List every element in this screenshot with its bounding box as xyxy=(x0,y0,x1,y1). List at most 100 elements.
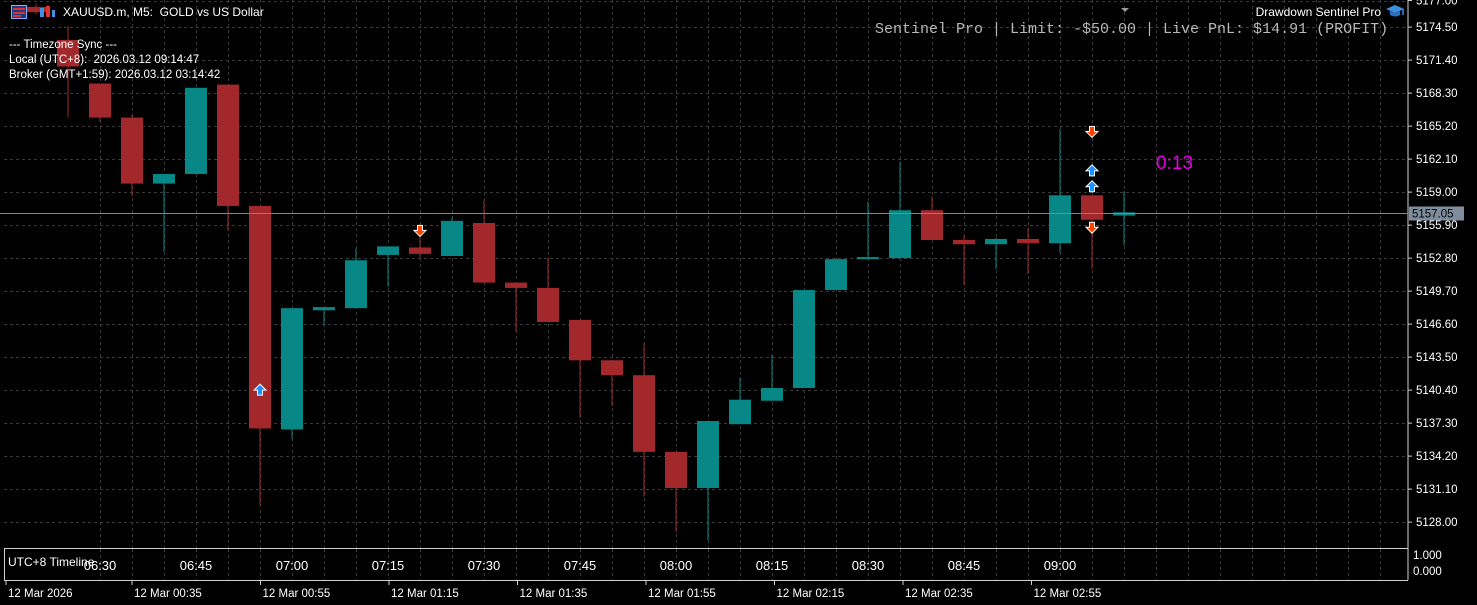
candle-body xyxy=(185,87,207,175)
candle-body xyxy=(441,220,463,256)
candle-body xyxy=(217,84,239,206)
trade-arrows-layer xyxy=(252,125,1100,396)
candle-body xyxy=(505,282,527,288)
candle xyxy=(281,308,303,440)
candle-body xyxy=(313,307,335,311)
candle xyxy=(1017,228,1039,275)
indicator-name: Drawdown Sentinel Pro xyxy=(1255,5,1381,19)
buy-arrow-icon xyxy=(252,383,268,396)
subwindow-time-label: 08:00 xyxy=(660,558,693,573)
buy-arrow-shape xyxy=(252,383,268,396)
price-tick-label: 5149.70 xyxy=(1416,286,1458,298)
candle-body xyxy=(1017,238,1039,244)
buy-arrow-icon xyxy=(1084,164,1100,177)
candle xyxy=(953,235,975,285)
candle-body xyxy=(57,39,79,67)
subwindow-time-label: 07:15 xyxy=(372,558,405,573)
price-tick-label: 5131.10 xyxy=(1416,484,1458,496)
price-axis: 5177.00 5174.50 5171.40 5168.30 5165.20 5162.… xyxy=(1408,0,1458,529)
candle xyxy=(249,205,271,506)
price-tick-label: 5137.30 xyxy=(1416,418,1458,430)
candle-body xyxy=(729,399,751,425)
price-tick-label: 5134.20 xyxy=(1416,451,1458,463)
chart-shift-marker-icon[interactable] xyxy=(1120,0,1130,12)
candle xyxy=(217,84,239,231)
subwindow-time-labels: 06:30 06:45 07:00 07:15 07:30 07:45 08:00 08:15… xyxy=(84,558,1077,573)
buy-arrow-shape xyxy=(1084,164,1100,177)
price-tick-label: 5128.00 xyxy=(1416,517,1458,529)
sell-arrow-icon xyxy=(1084,125,1100,139)
sell-arrow-shape xyxy=(1084,221,1100,234)
candle-body xyxy=(761,387,783,401)
candle-body xyxy=(345,260,367,309)
timezone-sync-local: Local (UTC+8): 2026.03.12 09:14:47 xyxy=(9,54,200,66)
subwindow-scale-bottom: 0.000 xyxy=(1413,566,1442,578)
price-tick-label: 5162.10 xyxy=(1416,154,1458,166)
time-tick-label: 12 Mar 01:35 xyxy=(520,588,588,600)
subwindow-time-label: 08:15 xyxy=(756,558,789,573)
candle xyxy=(505,282,527,332)
time-axis: 12 Mar 2026 12 Mar 00:35 12 Mar 00:55 12 Ma… xyxy=(5,580,1102,600)
price-tick-label: 5174.50 xyxy=(1416,22,1458,34)
subwindow-time-label: 08:45 xyxy=(948,558,981,573)
price-tick-label: 5165.20 xyxy=(1416,121,1458,133)
candle xyxy=(313,307,335,326)
candle-body xyxy=(377,246,399,255)
candle-body xyxy=(985,238,1007,245)
candle xyxy=(1049,129,1071,253)
candle-body xyxy=(697,420,719,489)
candle-body xyxy=(633,375,655,452)
candle xyxy=(889,162,911,259)
candle-body xyxy=(121,117,143,184)
chart-type-icon[interactable] xyxy=(39,5,56,19)
candle xyxy=(601,360,623,407)
candle xyxy=(409,236,431,259)
candle xyxy=(793,290,815,388)
sentinel-status-line: Sentinel Pro | Limit: -$50.00 | Live PnL… xyxy=(875,21,1389,38)
price-tick-label: 5152.80 xyxy=(1416,253,1458,265)
graduation-cap-icon[interactable] xyxy=(1385,3,1405,19)
price-tick-label: 5159.00 xyxy=(1416,187,1458,199)
price-tick-label: 5155.90 xyxy=(1416,220,1458,232)
candle xyxy=(665,451,687,532)
menu-icon[interactable] xyxy=(11,5,27,19)
candle-body xyxy=(569,319,591,361)
candle-body xyxy=(249,205,271,429)
candle-body xyxy=(89,83,111,118)
buy-arrow-icon xyxy=(1084,180,1100,193)
candle xyxy=(185,87,207,175)
time-tick-label: 12 Mar 01:15 xyxy=(391,588,459,600)
candle xyxy=(377,246,399,287)
candle-body xyxy=(889,210,911,259)
candle-body xyxy=(153,174,175,184)
candle-body xyxy=(25,6,47,13)
time-tick-label: 12 Mar 00:35 xyxy=(134,588,202,600)
subwindow-time-label: 07:45 xyxy=(564,558,597,573)
candle-body xyxy=(601,360,623,376)
candle-body xyxy=(1081,195,1103,220)
candle xyxy=(825,258,847,291)
candle xyxy=(697,420,719,541)
price-tick-label: 5143.50 xyxy=(1416,352,1458,364)
sell-arrow-shape xyxy=(1084,125,1100,139)
candle-body xyxy=(409,247,431,254)
subwindow-time-label: 07:30 xyxy=(468,558,501,573)
candle xyxy=(921,196,943,241)
candle xyxy=(25,3,47,15)
candle-body xyxy=(473,222,495,283)
sell-arrow-icon xyxy=(412,224,428,238)
subwindow-time-label: 06:30 xyxy=(84,558,117,573)
candle-body xyxy=(537,287,559,322)
sell-arrow-icon xyxy=(1084,221,1100,234)
time-tick-label: 12 Mar 02:55 xyxy=(1034,588,1102,600)
current-price-tag: 5157.05 xyxy=(1409,206,1464,221)
subwindow-time-label: 08:30 xyxy=(852,558,885,573)
subwindow-time-label: 07:00 xyxy=(276,558,309,573)
candle xyxy=(57,26,79,118)
candle-timer: 0:13 xyxy=(1156,153,1193,174)
timezone-sync-broker: Broker (GMT+1:59): 2026.03.12 03:14:42 xyxy=(9,69,221,81)
candle xyxy=(345,248,367,309)
candle-body xyxy=(665,451,687,489)
candle-body xyxy=(281,308,303,430)
